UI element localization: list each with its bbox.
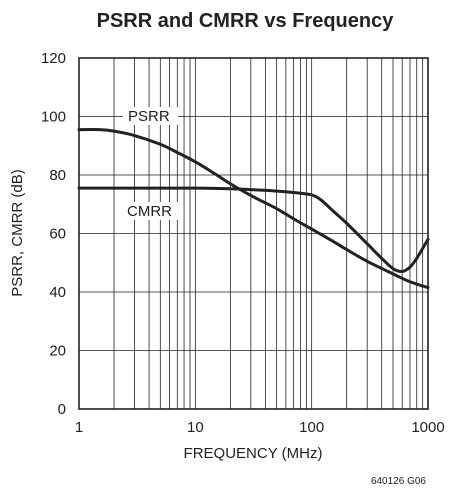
cmrr-line	[77, 186, 430, 274]
x-axis-label: FREQUENCY (MHz)	[184, 445, 323, 462]
psrr-series-label: PSRR	[128, 108, 170, 125]
figure-code: 640126 G06	[371, 476, 426, 487]
x-tick-label: 100	[299, 419, 324, 436]
y-tick-label: 0	[58, 401, 66, 418]
tick-labels: 1 10 100 1000 0 20 40 60 80 100 120	[41, 50, 445, 436]
plot-frame	[78, 57, 429, 410]
y-tick-label: 100	[41, 109, 66, 126]
cmrr-label-bg	[122, 202, 178, 220]
y-tick-label: 80	[49, 167, 66, 184]
x-tick-label: 1	[75, 419, 83, 436]
x-tick-label: 10	[187, 419, 204, 436]
y-tick-label: 60	[49, 226, 66, 243]
x-tick-label: 1000	[411, 419, 444, 436]
cmrr-series-label: CMRR	[127, 203, 172, 220]
psrr-label-bg	[123, 107, 178, 125]
y-tick-label: 20	[49, 343, 66, 360]
y-tick-label: 40	[49, 284, 66, 301]
y-axis-label: PSRR, CMRR (dB)	[9, 169, 26, 297]
series-layer	[77, 128, 430, 290]
psrr-line	[77, 128, 430, 290]
chart-title: PSRR and CMRR vs Frequency	[97, 10, 395, 32]
y-tick-label: 120	[41, 50, 66, 67]
